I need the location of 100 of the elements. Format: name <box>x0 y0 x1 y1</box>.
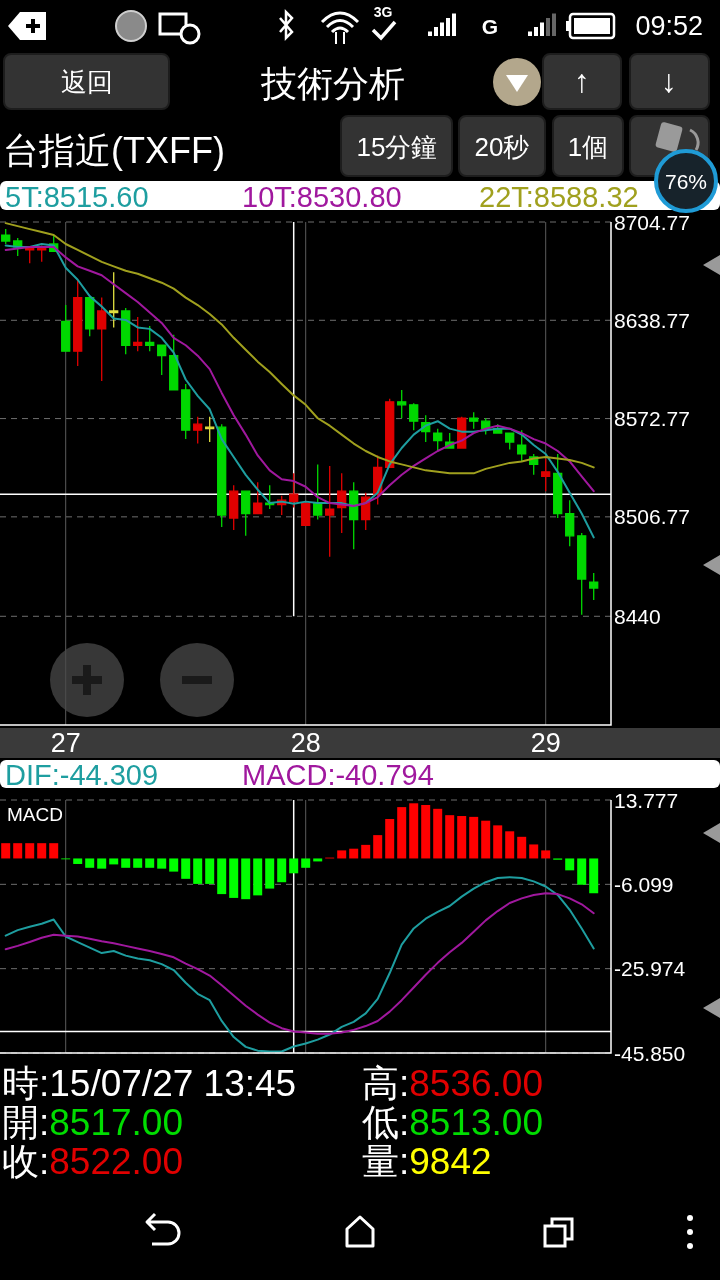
y-tick-label: 8638.77 <box>614 308 690 332</box>
y-tick-label: -6.099 <box>614 872 674 896</box>
candlestick <box>97 296 107 382</box>
text: 1個 <box>567 132 609 162</box>
candlestick <box>145 325 155 352</box>
candlestick <box>589 572 599 601</box>
y-tick-label: -45.850 <box>614 1041 686 1065</box>
text: 返回 <box>61 67 113 97</box>
candlestick <box>205 416 215 443</box>
bar <box>493 825 503 859</box>
candlestick <box>505 432 515 451</box>
chart-title: 技術分析 <box>260 62 405 104</box>
bar <box>517 836 527 859</box>
text: 15分鐘 <box>356 132 438 162</box>
y-tick-label: 13.777 <box>614 788 679 812</box>
bar <box>385 819 395 859</box>
candlestick <box>541 457 551 492</box>
candlestick <box>433 428 443 452</box>
candlestick <box>229 484 239 531</box>
candlestick <box>409 402 419 431</box>
candlestick <box>193 416 203 445</box>
text: 收:8522.00 <box>2 1140 184 1182</box>
y-tick-label: 8440 <box>614 604 661 628</box>
bar <box>409 803 419 859</box>
bar <box>265 858 275 889</box>
bar <box>337 850 347 859</box>
text: 高:8536.00 <box>362 1062 544 1104</box>
bar <box>49 843 59 859</box>
bar <box>13 843 23 859</box>
bar <box>169 858 179 872</box>
candlestick <box>1 228 11 245</box>
series-label: 5T:8515.60 <box>5 180 149 213</box>
bar <box>205 858 215 884</box>
text: 20秒 <box>474 132 530 162</box>
bar <box>433 808 443 859</box>
bar <box>73 858 83 864</box>
bar <box>97 858 107 869</box>
text: ↑ <box>574 63 590 99</box>
candlestick <box>349 481 359 550</box>
candlestick <box>85 295 95 337</box>
x-tick-label: 27 <box>50 728 81 758</box>
bar <box>541 850 551 859</box>
y-tick-label: 8704.77 <box>614 210 690 234</box>
bar <box>397 807 407 859</box>
bar <box>85 858 95 868</box>
bar <box>193 858 203 884</box>
bar <box>157 858 167 869</box>
bar <box>529 844 539 859</box>
bar <box>289 858 299 874</box>
bar <box>457 816 467 859</box>
bar <box>121 858 131 868</box>
candlestick <box>73 279 83 367</box>
bar <box>589 858 599 894</box>
y-tick-label: 8572.77 <box>614 407 690 431</box>
bar <box>1 843 11 859</box>
line-series <box>4 892 595 1035</box>
bar <box>229 858 239 898</box>
candlestick <box>61 304 71 352</box>
bar <box>445 815 455 859</box>
text: G <box>481 14 499 38</box>
bar <box>145 858 155 868</box>
candlestick <box>25 246 35 264</box>
text: 低:8513.00 <box>362 1101 544 1143</box>
bar <box>565 858 575 871</box>
bar <box>361 844 371 859</box>
bar <box>505 831 515 859</box>
text: 開:8517.00 <box>2 1101 184 1143</box>
line-series <box>4 222 595 475</box>
bar <box>349 848 359 859</box>
text: 22T:8588.32 <box>479 180 639 213</box>
bar <box>481 820 491 859</box>
text: 3G <box>373 4 393 20</box>
bar <box>109 858 119 865</box>
y-tick-label: -25.974 <box>614 957 686 981</box>
bar <box>313 858 323 862</box>
candlestick <box>253 481 263 515</box>
bar <box>133 858 143 868</box>
candlestick <box>517 429 527 463</box>
chart-subtitle: 台指近(TXFF) <box>3 129 225 171</box>
candlestick <box>109 271 119 329</box>
x-tick-label: 28 <box>290 728 321 758</box>
y-tick-label: 8506.77 <box>614 505 690 529</box>
bar <box>25 843 35 859</box>
text: 09:52 <box>635 11 703 41</box>
bar <box>301 858 311 868</box>
bar <box>217 858 227 895</box>
candlestick <box>121 307 131 355</box>
candlestick <box>169 334 179 391</box>
candlestick <box>553 453 563 519</box>
bar <box>469 816 479 859</box>
candlestick <box>469 411 479 430</box>
candlestick <box>313 463 323 521</box>
x-tick-label: 29 <box>530 728 561 758</box>
candlestick <box>289 472 299 509</box>
text: DIF:-44.309 <box>5 759 159 791</box>
text: 76% <box>664 169 708 193</box>
bar <box>253 858 263 896</box>
candlestick <box>397 389 407 419</box>
candlestick <box>325 465 335 558</box>
chart-title: MACD <box>7 803 63 825</box>
